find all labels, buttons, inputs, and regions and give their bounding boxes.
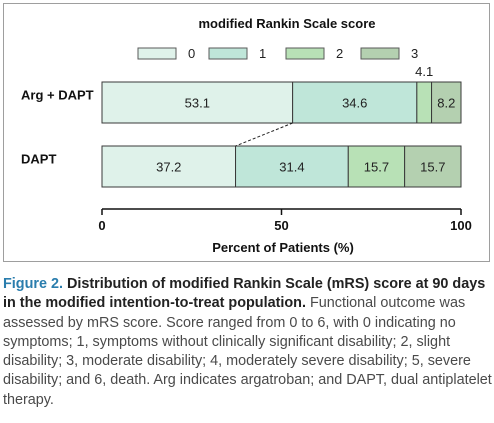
bar-segment (416, 81, 433, 124)
stacked-bar-chart: modified Rankin Scale score 0 1 2 3 Arg + D… (21, 16, 472, 255)
data-label: 8.2 (437, 96, 455, 111)
data-label: 15.7 (420, 160, 445, 175)
bar-segment (235, 145, 349, 188)
figure-label: Figure 2. (3, 276, 63, 292)
bars: 53.1 34.6 4.1 8.2 37.2 31.4 15.7 15.7 (101, 64, 462, 188)
bar-segment (292, 81, 418, 124)
legend-label: 3 (411, 46, 418, 61)
x-axis-label: Percent of Patients (%) (212, 240, 354, 255)
legend-swatch (137, 47, 177, 60)
data-label: 15.7 (364, 160, 389, 175)
figure-title: Distribution of modified Rankin Scale (m… (3, 276, 486, 312)
bar-segment (431, 81, 462, 124)
connector-line (235, 122, 293, 147)
category-label: DAPT (21, 152, 56, 167)
data-label: 53.1 (185, 96, 210, 111)
figure-body: Functional outcome was assessed by mRS s… (3, 295, 492, 408)
data-label: 34.6 (342, 96, 367, 111)
data-label: 31.4 (279, 160, 304, 175)
bar-segment (404, 145, 462, 188)
legend: 0 1 2 3 (137, 46, 418, 61)
x-tick-label: 0 (98, 218, 105, 233)
figure-caption: Figure 2. Distribution of modified Ranki… (3, 275, 493, 410)
x-axis: 0 50 100 (98, 208, 472, 233)
legend-swatch (360, 47, 400, 60)
legend-swatch (208, 47, 248, 60)
category-labels: Arg + DAPT DAPT (21, 88, 94, 167)
legend-label: 0 (188, 46, 195, 61)
data-label: 37.2 (156, 160, 181, 175)
legend-swatch (285, 47, 325, 60)
bar-segment (101, 145, 237, 188)
chart-panel: modified Rankin Scale score 0 1 2 3 Arg + D… (3, 3, 490, 262)
x-tick-label: 100 (450, 218, 472, 233)
legend-label: 2 (336, 46, 343, 61)
legend-label: 1 (259, 46, 266, 61)
bar-segment (347, 145, 406, 188)
bar-segment (101, 81, 294, 124)
x-tick-label: 50 (274, 218, 288, 233)
chart-title: modified Rankin Scale score (198, 16, 375, 31)
data-label: 4.1 (415, 64, 433, 79)
category-label: Arg + DAPT (21, 88, 94, 103)
